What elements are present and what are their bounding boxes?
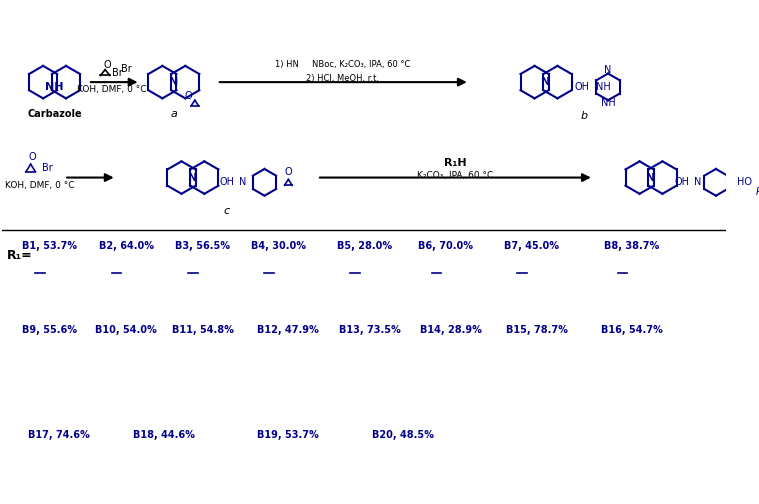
Text: b: b xyxy=(581,111,587,121)
Text: B5, 28.0%: B5, 28.0% xyxy=(337,241,392,251)
Text: N: N xyxy=(541,77,551,87)
Text: B14, 28.9%: B14, 28.9% xyxy=(420,325,481,335)
Text: N: N xyxy=(169,77,178,87)
Text: B1, 53.7%: B1, 53.7% xyxy=(22,241,77,251)
Text: c: c xyxy=(223,206,229,216)
Text: NH: NH xyxy=(600,98,616,108)
Text: O: O xyxy=(285,167,292,177)
Text: KOH, DMF, 0 °C: KOH, DMF, 0 °C xyxy=(5,181,75,190)
Text: N: N xyxy=(239,177,246,187)
Text: N: N xyxy=(694,177,701,187)
Text: Br: Br xyxy=(112,68,122,78)
Text: B15, 78.7%: B15, 78.7% xyxy=(505,325,568,335)
Text: 2) HCl, MeOH, r.t.: 2) HCl, MeOH, r.t. xyxy=(306,74,380,83)
Text: R₁H: R₁H xyxy=(444,158,467,168)
Text: B18, 44.6%: B18, 44.6% xyxy=(134,430,195,440)
Text: 1) HN     NBoc, K₂CO₃, IPA, 60 °C: 1) HN NBoc, K₂CO₃, IPA, 60 °C xyxy=(275,60,411,70)
Text: KOH, DMF, 0 °C: KOH, DMF, 0 °C xyxy=(77,85,146,94)
Text: B2, 64.0%: B2, 64.0% xyxy=(99,241,153,251)
Text: B17, 74.6%: B17, 74.6% xyxy=(28,430,90,440)
Text: N: N xyxy=(604,66,612,76)
Text: B12, 47.9%: B12, 47.9% xyxy=(257,325,320,335)
Text: Br: Br xyxy=(43,163,53,173)
Text: B6, 70.0%: B6, 70.0% xyxy=(418,241,474,251)
Text: OH: OH xyxy=(575,82,590,92)
Text: R₁=: R₁= xyxy=(7,249,33,262)
Text: a: a xyxy=(171,109,178,119)
Text: OH: OH xyxy=(675,177,690,187)
Text: B9, 55.6%: B9, 55.6% xyxy=(22,325,77,335)
Text: HO: HO xyxy=(737,177,752,187)
Text: N: N xyxy=(188,172,197,182)
Text: B13, 73.5%: B13, 73.5% xyxy=(339,325,400,335)
Text: B19, 53.7%: B19, 53.7% xyxy=(257,430,320,440)
Text: O: O xyxy=(29,152,36,162)
Text: Br: Br xyxy=(121,64,131,74)
Text: B8, 38.7%: B8, 38.7% xyxy=(604,241,660,251)
Text: B16, 54.7%: B16, 54.7% xyxy=(601,325,663,335)
Text: N: N xyxy=(647,172,656,182)
Text: NH: NH xyxy=(596,82,610,92)
Text: B3, 56.5%: B3, 56.5% xyxy=(175,241,230,251)
Text: Carbazole: Carbazole xyxy=(27,109,82,119)
Text: O: O xyxy=(103,60,111,70)
Text: NH: NH xyxy=(46,82,64,92)
Text: B4, 30.0%: B4, 30.0% xyxy=(251,241,307,251)
Text: B7, 45.0%: B7, 45.0% xyxy=(504,241,559,251)
Text: R₁: R₁ xyxy=(756,187,759,197)
Text: O: O xyxy=(184,91,192,101)
Text: K₂CO₃, IPA, 60 °C: K₂CO₃, IPA, 60 °C xyxy=(417,171,493,180)
Text: B10, 54.0%: B10, 54.0% xyxy=(95,325,157,335)
Text: B20, 48.5%: B20, 48.5% xyxy=(372,430,434,440)
Text: B11, 54.8%: B11, 54.8% xyxy=(172,325,234,335)
Text: OH: OH xyxy=(219,177,235,187)
